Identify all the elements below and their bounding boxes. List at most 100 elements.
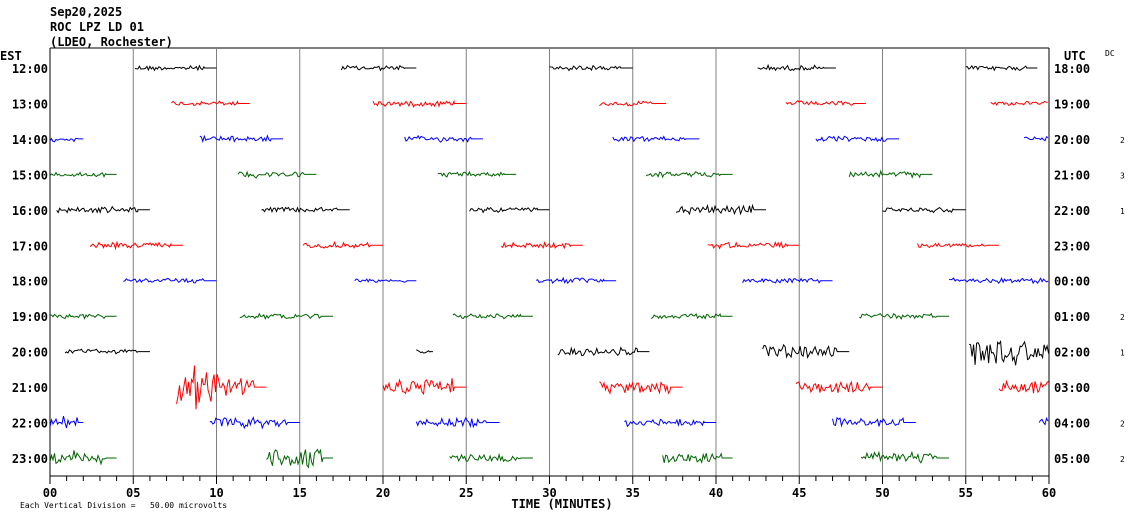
seismic-trace-segment — [860, 450, 950, 464]
seismic-trace-segment — [785, 100, 866, 106]
seismic-trace-segment — [123, 277, 217, 284]
x-tick-label: 50 — [875, 486, 889, 500]
seismic-trace-segment — [917, 242, 999, 249]
seismic-trace-segment — [49, 450, 117, 466]
seismic-trace-segment — [469, 206, 550, 214]
seismic-trace-segment — [266, 448, 334, 469]
seismic-trace-segment — [340, 64, 417, 72]
seismic-trace-segment — [171, 100, 250, 106]
est-hour-label: 18:00 — [12, 275, 48, 289]
header-station: ROC LPZ LD 01 — [50, 20, 144, 34]
seismic-trace-segment — [882, 206, 966, 214]
seismic-trace-segment — [452, 313, 533, 320]
x-tick-label: 15 — [293, 486, 307, 500]
utc-hour-label: 00:00 — [1054, 275, 1090, 289]
seismic-trace-segment — [1038, 416, 1049, 426]
seismic-trace-segment — [404, 134, 483, 143]
seismic-trace-segment — [948, 277, 1049, 285]
seismic-trace-segment — [49, 137, 84, 143]
seismic-trace-segment — [675, 203, 766, 216]
seismic-trace-segment — [599, 381, 683, 395]
left-axis-title: EST — [0, 49, 22, 63]
seismic-trace-segment — [968, 339, 1050, 366]
seismic-trace-segment — [416, 349, 433, 354]
seismic-trace-segment — [49, 313, 117, 320]
x-tick-label: 45 — [792, 486, 806, 500]
seismic-trace-segment — [599, 100, 667, 107]
seismic-trace-segment — [64, 348, 150, 355]
est-hour-label: 17:00 — [12, 239, 48, 253]
header-date: Sep20,2025 — [50, 5, 122, 19]
x-tick-label: 25 — [459, 486, 473, 500]
x-tick-label: 55 — [959, 486, 973, 500]
dc-value: 3 — [1120, 171, 1125, 180]
utc-hour-label: 03:00 — [1054, 381, 1090, 395]
seismic-trace-segment — [990, 100, 1048, 107]
seismic-trace-segment — [848, 169, 933, 179]
utc-hour-label: 04:00 — [1054, 417, 1090, 431]
seismic-trace-segment — [624, 418, 716, 428]
seismic-trace-segment — [557, 346, 650, 357]
seismic-trace-segment — [176, 365, 267, 410]
utc-hour-label: 01:00 — [1054, 310, 1090, 324]
seismic-trace-segment — [237, 170, 317, 179]
seismic-trace-segment — [209, 416, 300, 430]
est-hour-label: 13:00 — [12, 97, 48, 111]
traces — [49, 63, 1050, 469]
row-labels: 12:00 18:00 13:00 19:00 14:00 20:00 2 15:00 21:0… — [12, 62, 1125, 466]
seismic-trace-segment — [549, 64, 633, 72]
seismic-trace-segment — [372, 99, 467, 108]
x-tick-label: 10 — [209, 486, 223, 500]
dc-value: 2 — [1120, 136, 1125, 145]
seismic-trace-segment — [536, 276, 617, 285]
seismic-trace-segment — [762, 343, 850, 359]
grid — [49, 47, 1050, 476]
right-axis-title: UTC — [1064, 49, 1086, 63]
footer-scale: Each Vertical Division = 50.00 microvolt… — [20, 501, 227, 510]
dc-value: 2 — [1120, 313, 1125, 322]
utc-hour-label: 18:00 — [1054, 62, 1090, 76]
dc-value: 2 — [1120, 420, 1125, 429]
dc-value: 1 — [1120, 349, 1125, 358]
utc-hour-label: 21:00 — [1054, 168, 1090, 182]
seismic-trace-segment — [795, 380, 883, 394]
x-axis: 00 05 10 15 20 25 30 35 40 45 50 55 60 — [43, 475, 1056, 500]
utc-hour-label: 02:00 — [1054, 346, 1090, 360]
seismic-trace-segment — [707, 241, 800, 250]
est-hour-label: 12:00 — [12, 62, 48, 76]
seismic-trace-segment — [650, 313, 733, 320]
x-tick-label: 20 — [376, 486, 390, 500]
dc-title: DC — [1105, 49, 1115, 58]
x-tick-label: 40 — [709, 486, 723, 500]
seismic-trace-segment — [49, 171, 117, 178]
seismic-trace-segment — [858, 312, 950, 321]
seismic-trace-segment — [662, 452, 733, 465]
seismic-trace-segment — [500, 241, 583, 250]
utc-hour-label: 19:00 — [1054, 97, 1090, 111]
seismic-trace-segment — [354, 278, 417, 283]
x-tick-label: 05 — [126, 486, 140, 500]
seismic-trace-segment — [832, 416, 916, 428]
est-hour-label: 21:00 — [12, 381, 48, 395]
seismic-trace-segment — [415, 416, 500, 429]
seismic-trace-segment — [1023, 136, 1049, 142]
seismic-trace-segment — [965, 64, 1038, 72]
est-hour-label: 20:00 — [12, 346, 48, 360]
seismic-trace-segment — [449, 452, 533, 463]
seismic-trace-segment — [645, 171, 733, 179]
utc-hour-label: 22:00 — [1054, 204, 1090, 218]
seismic-trace-segment — [134, 64, 217, 72]
dc-value: 1 — [1120, 207, 1125, 216]
seismic-trace-segment — [302, 240, 383, 249]
seismic-trace-segment — [612, 135, 700, 143]
header-network: (LDEO, Rochester) — [50, 35, 173, 49]
seismic-trace-segment — [239, 312, 334, 321]
x-tick-label: 35 — [626, 486, 640, 500]
seismic-trace-segment — [437, 170, 517, 178]
utc-hour-label: 05:00 — [1054, 452, 1090, 466]
x-tick-label: 30 — [542, 486, 556, 500]
seismic-trace-segment — [815, 135, 900, 143]
x-axis-label: TIME (MINUTES) — [511, 497, 612, 511]
seismic-trace-segment — [742, 277, 833, 284]
